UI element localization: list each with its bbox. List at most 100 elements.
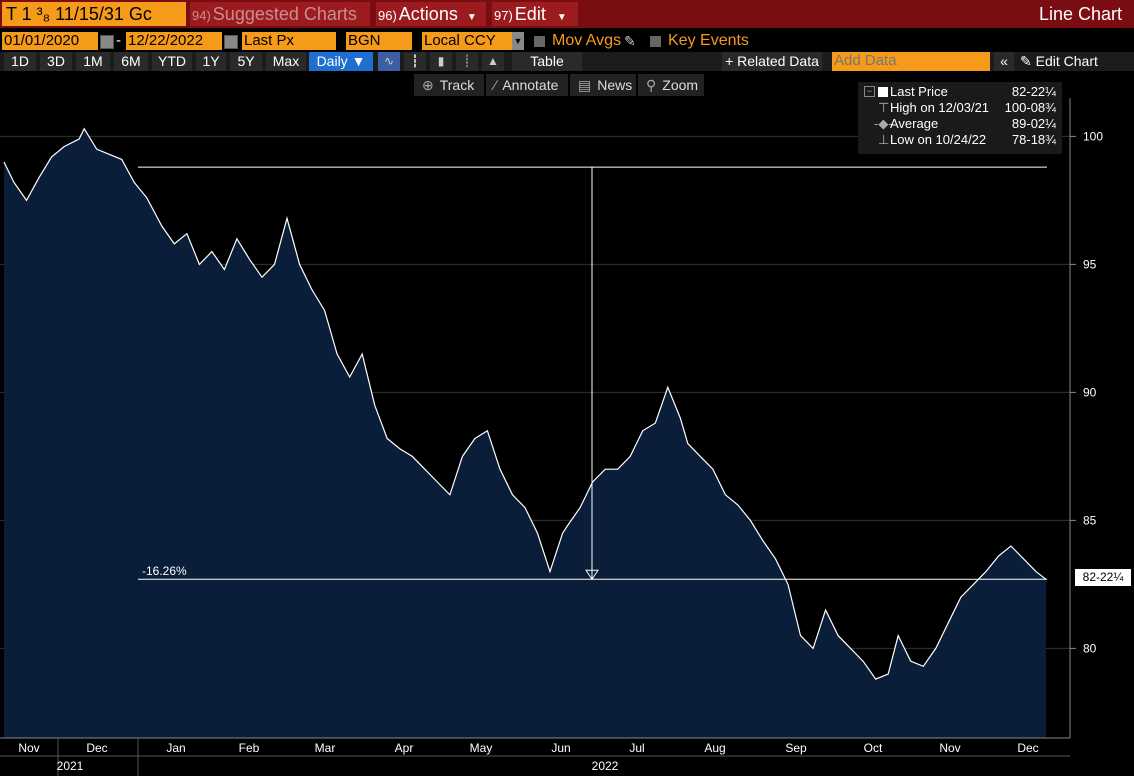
chart-type-title: Line Chart <box>1038 4 1122 24</box>
period-6m[interactable]: 6M <box>114 52 148 71</box>
calendar-icon[interactable] <box>100 35 114 49</box>
edit-label: Edit <box>514 4 546 24</box>
legend-high-label: High on 12/03/21 <box>890 100 990 115</box>
period-5y[interactable]: 5Y <box>230 52 262 71</box>
legend-swatch <box>878 87 888 97</box>
change-arrow-head <box>585 569 599 581</box>
ohlc-icon[interactable]: ┊ <box>456 52 478 71</box>
period-3d[interactable]: 3D <box>40 52 72 71</box>
news-label: News <box>597 77 633 93</box>
title-bar: T 1 ³₈ 11/15/31 Gc 94) Suggested Charts 9… <box>0 0 1134 28</box>
news-icon: ▤ <box>578 77 592 93</box>
table-button[interactable]: Table <box>512 52 582 71</box>
start-date-field[interactable]: 01/01/2020 <box>2 32 98 50</box>
y-tick-label: 85 <box>1083 513 1097 527</box>
legend-high: ⊤ High on 12/03/21 100-08¾ <box>858 100 1062 116</box>
related-data-button[interactable]: + Related Data <box>722 52 822 71</box>
high-marker-icon: ⊤ <box>878 100 890 115</box>
x-tick-label: Jun <box>551 741 570 755</box>
source-selector[interactable]: BGN <box>346 32 412 50</box>
suggested-charts-button[interactable]: 94) Suggested Charts <box>190 2 370 26</box>
edit-chart-label: Edit Chart <box>1035 53 1098 69</box>
edit-chart-button[interactable]: ✎ Edit Chart <box>1020 52 1098 71</box>
pencil-icon: ✎ <box>1020 53 1032 69</box>
legend-last-price: − Last Price 82-22¼ <box>858 84 1062 100</box>
x-tick-label: Nov <box>18 741 39 755</box>
legend-average: -◆- Average 89-02¼ <box>858 116 1062 132</box>
year-label: 2021 <box>57 759 84 773</box>
track-tool[interactable]: ⊕ Track <box>414 74 484 96</box>
y-tick-label: 80 <box>1083 641 1097 655</box>
key-events-label: Key Events <box>668 32 749 49</box>
x-tick-label: Nov <box>939 741 960 755</box>
period-ytd[interactable]: YTD <box>152 52 192 71</box>
legend-average-value: 89-02¼ <box>1011 116 1056 131</box>
zoom-label: Zoom <box>662 77 699 93</box>
x-tick-label: Apr <box>395 741 414 755</box>
y-tick-label: 95 <box>1083 257 1097 271</box>
year-label: 2022 <box>592 759 619 773</box>
date-separator: - <box>116 32 121 49</box>
legend-last-value: 82-22¼ <box>1011 84 1056 99</box>
add-data-input[interactable] <box>832 52 986 69</box>
legend-average-label: Average <box>890 116 939 131</box>
average-marker-icon: -◆- <box>874 116 893 131</box>
end-date-field[interactable]: 12/22/2022 <box>126 32 222 50</box>
add-data-field[interactable] <box>832 52 990 71</box>
chevron-down-icon[interactable]: ▼ <box>512 32 524 50</box>
annotate-label: Annotate <box>502 77 559 93</box>
crosshair-icon: ⊕ <box>422 77 434 93</box>
security-ticker-label: T 1 ³₈ 11/15/31 Gc <box>6 4 152 24</box>
y-tick-label: 90 <box>1083 385 1097 399</box>
x-tick-label: Jan <box>166 741 185 755</box>
zoom-icon: ⚲ <box>646 77 657 93</box>
edit-number: 97) <box>494 8 513 23</box>
field-selector[interactable]: Last Px <box>242 32 336 50</box>
actions-label: Actions <box>398 4 458 24</box>
x-tick-label: Oct <box>864 741 883 755</box>
legend-low-label: Low on 10/24/22 <box>890 132 987 147</box>
x-tick-label: May <box>470 741 493 755</box>
x-tick-label: Dec <box>1017 741 1038 755</box>
legend-low-value: 78-18¾ <box>1011 132 1056 147</box>
annotate-tool[interactable]: ∕ Annotate <box>486 74 568 96</box>
line-chart-icon[interactable]: ∿ <box>378 52 400 71</box>
period-max[interactable]: Max <box>266 52 306 71</box>
mountain-icon[interactable]: ▲ <box>482 52 504 71</box>
zoom-tool[interactable]: ⚲ Zoom <box>638 74 704 96</box>
news-tool[interactable]: ▤ News <box>570 74 636 96</box>
x-tick-label: Sep <box>785 741 807 755</box>
price-area-fill <box>4 128 1046 738</box>
legend-high-value: 100-08¾ <box>1004 100 1056 115</box>
x-tick-label: Aug <box>704 741 725 755</box>
legend-last-label: Last Price <box>890 84 948 99</box>
edit-menu[interactable]: 97) Edit ▼ <box>492 2 578 26</box>
currency-selector[interactable]: Local CCY <box>422 32 512 50</box>
mov-avgs-label: Mov Avgs <box>552 32 622 49</box>
pencil-icon[interactable]: ✎ <box>624 33 636 49</box>
collapse-icon[interactable]: « <box>994 52 1014 71</box>
annotate-icon: ∕ <box>494 77 497 93</box>
frequency-selector[interactable]: Daily ▼ <box>309 52 373 71</box>
period-1m[interactable]: 1M <box>76 52 110 71</box>
suggested-charts-number: 94) <box>192 8 211 23</box>
period-1y[interactable]: 1Y <box>196 52 226 71</box>
key-events-checkbox[interactable] <box>650 36 661 47</box>
period-1d[interactable]: 1D <box>4 52 36 71</box>
actions-menu[interactable]: 96) Actions ▼ <box>376 2 486 26</box>
bar-chart-icon[interactable]: ┇ <box>404 52 426 71</box>
price-line <box>3 127 1047 680</box>
low-marker-icon: ⊥ <box>878 132 890 147</box>
x-tick-label: Dec <box>86 741 107 755</box>
calendar-icon[interactable] <box>224 35 238 49</box>
x-tick-label: Feb <box>239 741 260 755</box>
chevron-down-icon: ▼ <box>556 12 567 23</box>
legend-box: − Last Price 82-22¼ ⊤ High on 12/03/21 1… <box>858 82 1062 154</box>
mov-avgs-checkbox[interactable] <box>534 36 545 47</box>
security-ticker[interactable]: T 1 ³₈ 11/15/31 Gc <box>2 2 186 26</box>
change-annotation-label: -16.26% <box>142 564 187 578</box>
candle-chart-icon[interactable]: ▮ <box>430 52 452 71</box>
x-tick-label: Jul <box>629 741 644 755</box>
chevron-down-icon: ▼ <box>466 12 477 23</box>
